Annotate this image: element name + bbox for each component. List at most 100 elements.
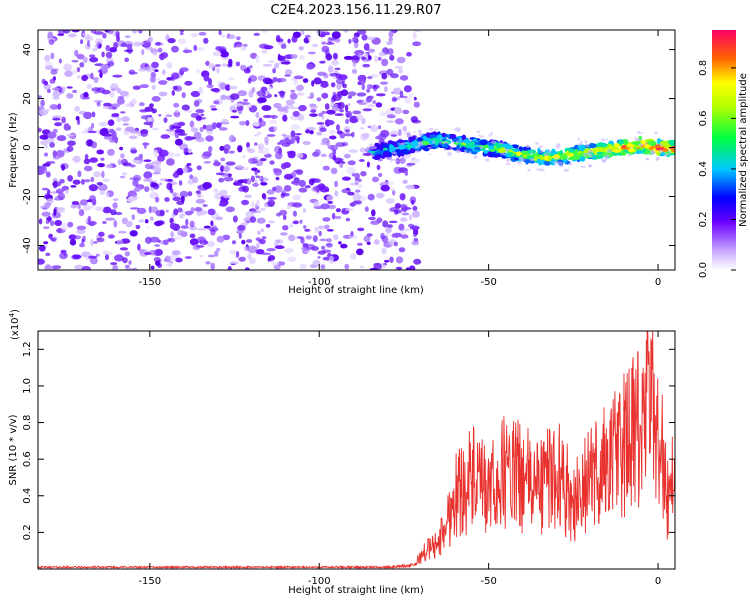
- noise-blob: [53, 208, 57, 216]
- colorbar-gradient: [712, 30, 736, 270]
- noise-blob: [336, 124, 340, 131]
- noise-blob: [350, 231, 354, 237]
- snr-x-axis-label: Height of straight line (km): [288, 585, 424, 596]
- noise-blob: [49, 78, 56, 84]
- noise-blob: [181, 92, 186, 99]
- signal-halo-blob: [601, 138, 605, 142]
- noise-blob: [332, 154, 337, 161]
- noise-blob: [171, 72, 180, 80]
- signal-halo-blob: [563, 168, 570, 172]
- noise-blob: [274, 185, 283, 193]
- noise-blob: [225, 206, 235, 213]
- noise-blob: [302, 78, 309, 83]
- signal-halo-blob: [458, 139, 463, 141]
- noise-blob: [357, 227, 365, 232]
- noise-blob: [356, 114, 364, 121]
- noise-blob: [150, 265, 155, 270]
- noise-blob: [40, 140, 49, 146]
- colorbar-tick-label: 0.0: [698, 262, 709, 278]
- noise-blob: [349, 115, 359, 124]
- noise-blob: [236, 36, 241, 41]
- noise-blob: [151, 182, 158, 188]
- noise-blob: [197, 185, 202, 189]
- noise-blob: [321, 30, 329, 33]
- noise-blob: [90, 176, 95, 183]
- noise-blob: [87, 139, 93, 147]
- signal-halo-blob: [664, 153, 669, 157]
- noise-blob: [345, 217, 351, 222]
- noise-blob: [190, 207, 195, 214]
- signal-halo-blob: [558, 161, 563, 165]
- noise-blob: [394, 209, 399, 215]
- noise-blob: [172, 236, 183, 240]
- noise-blob: [256, 217, 266, 224]
- noise-blob: [282, 214, 287, 221]
- noise-blob: [121, 116, 130, 122]
- noise-blob: [280, 61, 291, 65]
- noise-blob: [93, 31, 104, 35]
- noise-blob: [81, 131, 88, 134]
- snr-series-line: [38, 331, 675, 569]
- noise-blob: [50, 69, 58, 75]
- noise-blob: [339, 162, 344, 168]
- noise-blob: [68, 136, 76, 139]
- noise-blob: [61, 164, 66, 171]
- signal-blob: [426, 132, 430, 138]
- noise-blob: [262, 64, 273, 67]
- noise-blob: [403, 85, 412, 93]
- noise-blob: [97, 163, 105, 168]
- noise-blob: [215, 46, 223, 51]
- noise-blob: [91, 111, 96, 118]
- noise-blob: [321, 41, 327, 45]
- noise-blob: [163, 117, 168, 123]
- noise-blob: [38, 109, 49, 116]
- noise-blob: [120, 158, 128, 166]
- noise-blob: [332, 91, 337, 99]
- noise-blob: [238, 256, 246, 262]
- signal-halo-blob: [638, 143, 644, 147]
- noise-blob: [74, 264, 84, 270]
- noise-blob: [42, 207, 48, 210]
- noise-blob: [320, 264, 326, 270]
- noise-blob: [367, 193, 375, 201]
- noise-blob: [127, 196, 136, 203]
- noise-blob: [295, 169, 304, 176]
- noise-blob: [93, 99, 104, 103]
- noise-blob: [154, 69, 159, 72]
- noise-blob: [372, 84, 380, 89]
- noise-blob: [56, 208, 66, 214]
- noise-blob: [256, 242, 260, 249]
- noise-blob: [96, 237, 105, 243]
- signal-halo-blob: [530, 151, 533, 154]
- noise-blob: [392, 232, 403, 238]
- noise-blob: [238, 233, 242, 239]
- signal-blob: [408, 137, 413, 143]
- noise-blob: [129, 164, 136, 168]
- colorbar-tick-label: 0.8: [698, 60, 709, 76]
- noise-blob: [342, 83, 348, 89]
- noise-blob: [117, 87, 121, 94]
- noise-blob: [223, 165, 230, 173]
- noise-blob: [259, 238, 266, 245]
- signal-halo-blob: [455, 140, 459, 144]
- noise-blob: [252, 182, 259, 187]
- noise-blob: [184, 136, 193, 141]
- signal-halo-blob: [588, 153, 593, 158]
- noise-blob: [273, 126, 278, 132]
- noise-blob: [82, 56, 88, 63]
- signal-blob: [430, 138, 439, 141]
- noise-blob: [352, 110, 362, 115]
- noise-blob: [250, 201, 255, 208]
- noise-blob: [255, 55, 260, 61]
- noise-blob: [51, 238, 56, 242]
- noise-blob: [321, 137, 330, 144]
- noise-blob: [265, 224, 271, 228]
- noise-blob: [56, 135, 67, 142]
- noise-blob: [38, 245, 46, 252]
- noise-blob: [375, 192, 385, 199]
- noise-blob: [151, 127, 159, 131]
- signal-halo-blob: [395, 160, 399, 162]
- snr-scale-prefix: (x10: [10, 317, 21, 340]
- noise-blob: [155, 260, 161, 267]
- noise-blob: [167, 237, 176, 243]
